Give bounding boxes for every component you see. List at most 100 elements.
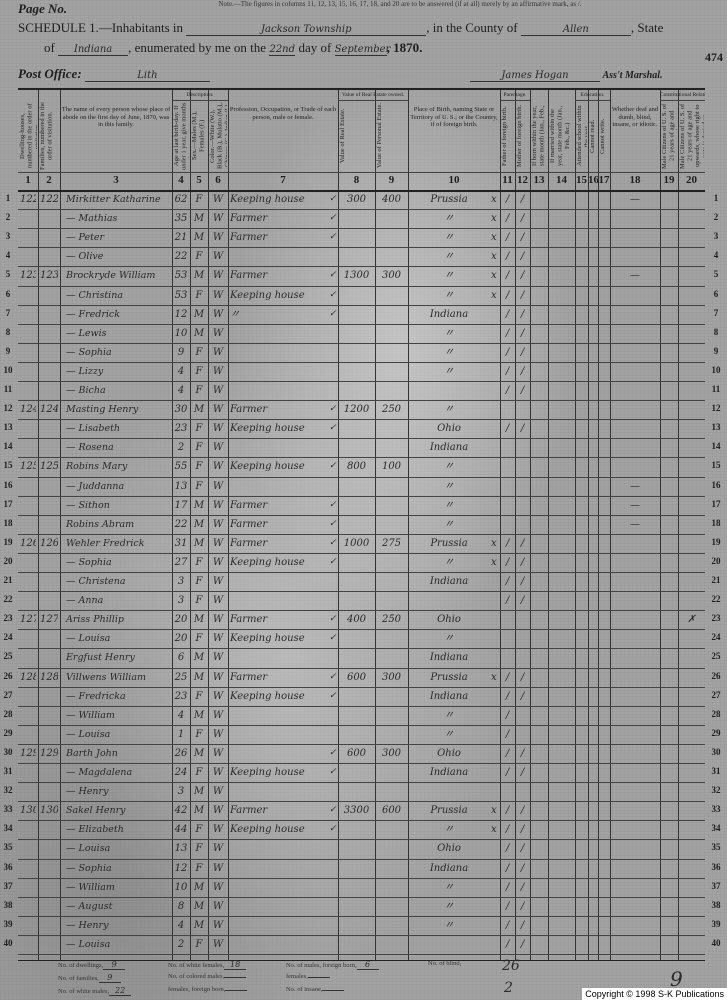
cell-age: 13 <box>174 843 188 855</box>
cell-color: W <box>212 938 224 950</box>
row-number-right: 24 <box>711 632 721 643</box>
cell-occ: Farmer <box>230 614 268 626</box>
cell-name: — Olive <box>66 251 104 263</box>
column-divider <box>678 90 679 960</box>
cell-color: W <box>212 213 224 225</box>
row-number-right: 25 <box>711 651 721 662</box>
cell-c12: / <box>520 346 525 358</box>
row-line <box>18 648 705 650</box>
cell-sex: M <box>193 270 205 282</box>
cell-sex: F <box>195 595 203 607</box>
cell-birth: Ohio <box>437 614 461 626</box>
cell-c11: / <box>505 308 510 320</box>
cell-c12: / <box>520 919 525 931</box>
column-divider <box>38 90 39 960</box>
check-mark: ✓ <box>329 289 337 300</box>
cell-c11: / <box>505 194 510 205</box>
cell-name: — Christena <box>66 576 126 587</box>
footer-value: 18 <box>224 960 247 970</box>
cell-c12: / <box>520 900 525 912</box>
cell-name: — Mathias <box>66 213 118 225</box>
cell-name: Sakel Henry <box>66 805 126 817</box>
cell-color: W <box>212 881 224 893</box>
cell-re: 3300 <box>343 805 370 817</box>
cell-birth: Prussia <box>430 805 468 817</box>
cell-age: 21 <box>174 232 188 244</box>
cell-name: Robins Abram <box>66 518 135 530</box>
row-number-right: 35 <box>711 842 721 853</box>
cell-birth: 〃 <box>444 289 454 301</box>
check-mark: ✓ <box>329 633 337 644</box>
cell-age: 20 <box>174 633 188 645</box>
check-mark: ✓ <box>329 232 337 243</box>
cell-color: W <box>212 843 224 855</box>
row-number-right: 19 <box>711 536 721 547</box>
cell-color: W <box>212 652 224 664</box>
row-number-left: 28 <box>3 708 13 719</box>
cell-color: W <box>212 595 224 607</box>
cell-sex: F <box>195 728 203 740</box>
row-number-right: 22 <box>711 594 721 605</box>
check-mark: ✓ <box>329 423 337 434</box>
cell-birth: Prussia <box>430 671 468 683</box>
column-divider <box>530 90 531 960</box>
cell-color: W <box>212 461 224 473</box>
schedule-label: SCHEDULE 1.—Inhabitants in <box>18 20 184 35</box>
row-number-right: 39 <box>711 918 721 929</box>
row-number-right: 2 <box>713 212 719 223</box>
row-number-right: 17 <box>711 498 721 509</box>
cell-sex: M <box>193 232 205 244</box>
cell-c11: / <box>505 595 510 607</box>
cell-sex: M <box>193 614 205 626</box>
cell-color: W <box>212 747 224 759</box>
row-number-right: 27 <box>711 689 721 700</box>
cell-birth: 〃 <box>444 480 454 492</box>
cell-occ: Farmer <box>230 499 268 511</box>
cell-c11: / <box>505 251 510 263</box>
cell-pe: 250 <box>381 404 402 416</box>
township-field: Jackson Township <box>186 24 427 36</box>
cell-sex: M <box>193 327 205 339</box>
cell-color: W <box>212 365 224 377</box>
cell-sex: F <box>195 824 203 836</box>
cell-sex: M <box>193 518 205 530</box>
cell-occ: Keeping house <box>230 824 305 836</box>
cell-name: — Fredricka <box>66 690 126 702</box>
cell-re: 400 <box>346 614 367 626</box>
row-number-left: 40 <box>3 937 13 948</box>
cell-c11: / <box>505 671 510 683</box>
cell-sex: M <box>193 805 205 817</box>
row-number-left: 26 <box>3 670 13 681</box>
cell-occ: Farmer <box>230 805 268 817</box>
footer-value: 9 <box>103 960 126 970</box>
row-line <box>18 476 705 478</box>
cell-birth: 〃 <box>444 633 454 645</box>
column-divider <box>208 90 209 960</box>
cell-dw: 130 <box>20 805 36 817</box>
cell-color: W <box>212 537 224 549</box>
column-header: Male Citizens of U. S. of 21 years of ag… <box>661 103 677 169</box>
cell-age: 26 <box>174 747 188 759</box>
footer-label: females, foreign born, <box>168 986 226 993</box>
check-mark: ✓ <box>329 556 337 567</box>
row-line <box>18 915 705 917</box>
cell-name: Robins Mary <box>66 461 128 473</box>
cell-birth: Indiana <box>429 652 469 664</box>
row-number-right: 10 <box>711 364 721 375</box>
cell-c11: / <box>505 900 510 912</box>
row-line <box>18 705 705 707</box>
column-number: 10 <box>448 174 460 186</box>
cell-name: — Juddanna <box>66 480 125 492</box>
cell-sex: F <box>195 556 203 568</box>
cell-color: W <box>212 194 224 205</box>
cell-c18: — <box>630 194 640 205</box>
cell-age: 42 <box>174 805 188 817</box>
row-line <box>18 381 705 382</box>
cell-sex: M <box>193 786 205 798</box>
row-number-left: 1 <box>5 193 11 203</box>
footer-colored-males: No. of colored males, <box>168 973 247 980</box>
row-line <box>18 342 705 344</box>
footer-tally: 26 <box>502 958 520 974</box>
cell-birth: 〃 <box>444 270 454 282</box>
cell-c12: / <box>520 232 525 244</box>
